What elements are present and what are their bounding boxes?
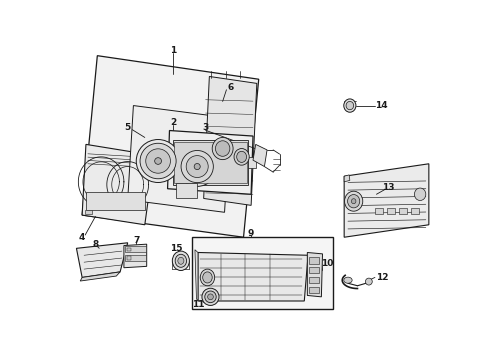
Ellipse shape (177, 147, 217, 186)
Bar (176, 183, 197, 198)
Polygon shape (128, 105, 230, 212)
Bar (85, 210, 92, 214)
Bar (309, 287, 319, 293)
Ellipse shape (200, 269, 215, 286)
Text: 8: 8 (92, 240, 98, 249)
Polygon shape (124, 244, 147, 268)
Ellipse shape (181, 150, 213, 183)
Ellipse shape (212, 138, 233, 159)
Bar (172, 140, 248, 185)
Ellipse shape (140, 143, 176, 179)
Text: 7: 7 (133, 235, 140, 244)
Polygon shape (198, 252, 308, 301)
Ellipse shape (178, 257, 184, 264)
Polygon shape (253, 144, 267, 167)
Bar (399, 208, 407, 214)
Text: 10: 10 (321, 259, 333, 268)
Text: 4: 4 (79, 233, 85, 242)
Ellipse shape (172, 251, 190, 270)
Bar (374, 208, 383, 214)
Ellipse shape (344, 99, 356, 112)
Ellipse shape (415, 188, 426, 201)
Polygon shape (344, 175, 350, 182)
Ellipse shape (202, 288, 219, 305)
Polygon shape (82, 56, 259, 237)
Ellipse shape (194, 163, 200, 170)
Ellipse shape (237, 151, 246, 162)
Bar (165, 157, 172, 168)
Ellipse shape (208, 294, 213, 300)
Bar (86, 192, 145, 210)
Text: 14: 14 (375, 101, 387, 110)
Polygon shape (82, 144, 154, 225)
Ellipse shape (351, 199, 356, 204)
Bar (127, 256, 131, 260)
Text: 1: 1 (170, 46, 176, 55)
Bar (309, 267, 319, 273)
Text: 2: 2 (170, 118, 176, 127)
Polygon shape (344, 164, 429, 237)
Ellipse shape (216, 141, 230, 156)
Bar (125, 246, 146, 252)
Bar (174, 143, 246, 183)
Ellipse shape (346, 102, 354, 110)
Polygon shape (76, 243, 128, 278)
Ellipse shape (155, 158, 162, 164)
Ellipse shape (146, 149, 171, 173)
Text: 6: 6 (227, 83, 233, 92)
Ellipse shape (344, 277, 352, 283)
Bar (309, 257, 319, 264)
Bar (192, 237, 333, 309)
Ellipse shape (136, 140, 180, 183)
Text: 13: 13 (382, 183, 395, 192)
Bar (127, 248, 131, 251)
Bar (387, 208, 395, 214)
Ellipse shape (175, 254, 187, 267)
Text: 12: 12 (376, 273, 389, 282)
Ellipse shape (234, 149, 249, 165)
Polygon shape (195, 250, 198, 301)
Text: 9: 9 (248, 229, 254, 238)
Ellipse shape (344, 191, 363, 211)
Ellipse shape (205, 291, 216, 303)
Text: 11: 11 (192, 300, 204, 309)
Bar (125, 255, 146, 261)
Bar (309, 277, 319, 283)
Ellipse shape (203, 272, 212, 283)
Bar (248, 157, 256, 168)
Polygon shape (168, 131, 253, 194)
Ellipse shape (366, 278, 372, 285)
Polygon shape (307, 252, 322, 297)
Polygon shape (80, 272, 120, 281)
Ellipse shape (347, 194, 360, 208)
Text: 3: 3 (202, 123, 209, 132)
Ellipse shape (186, 156, 208, 177)
Text: 5: 5 (124, 123, 131, 132)
Polygon shape (204, 76, 257, 205)
Text: 15: 15 (170, 244, 183, 253)
Bar (411, 208, 419, 214)
